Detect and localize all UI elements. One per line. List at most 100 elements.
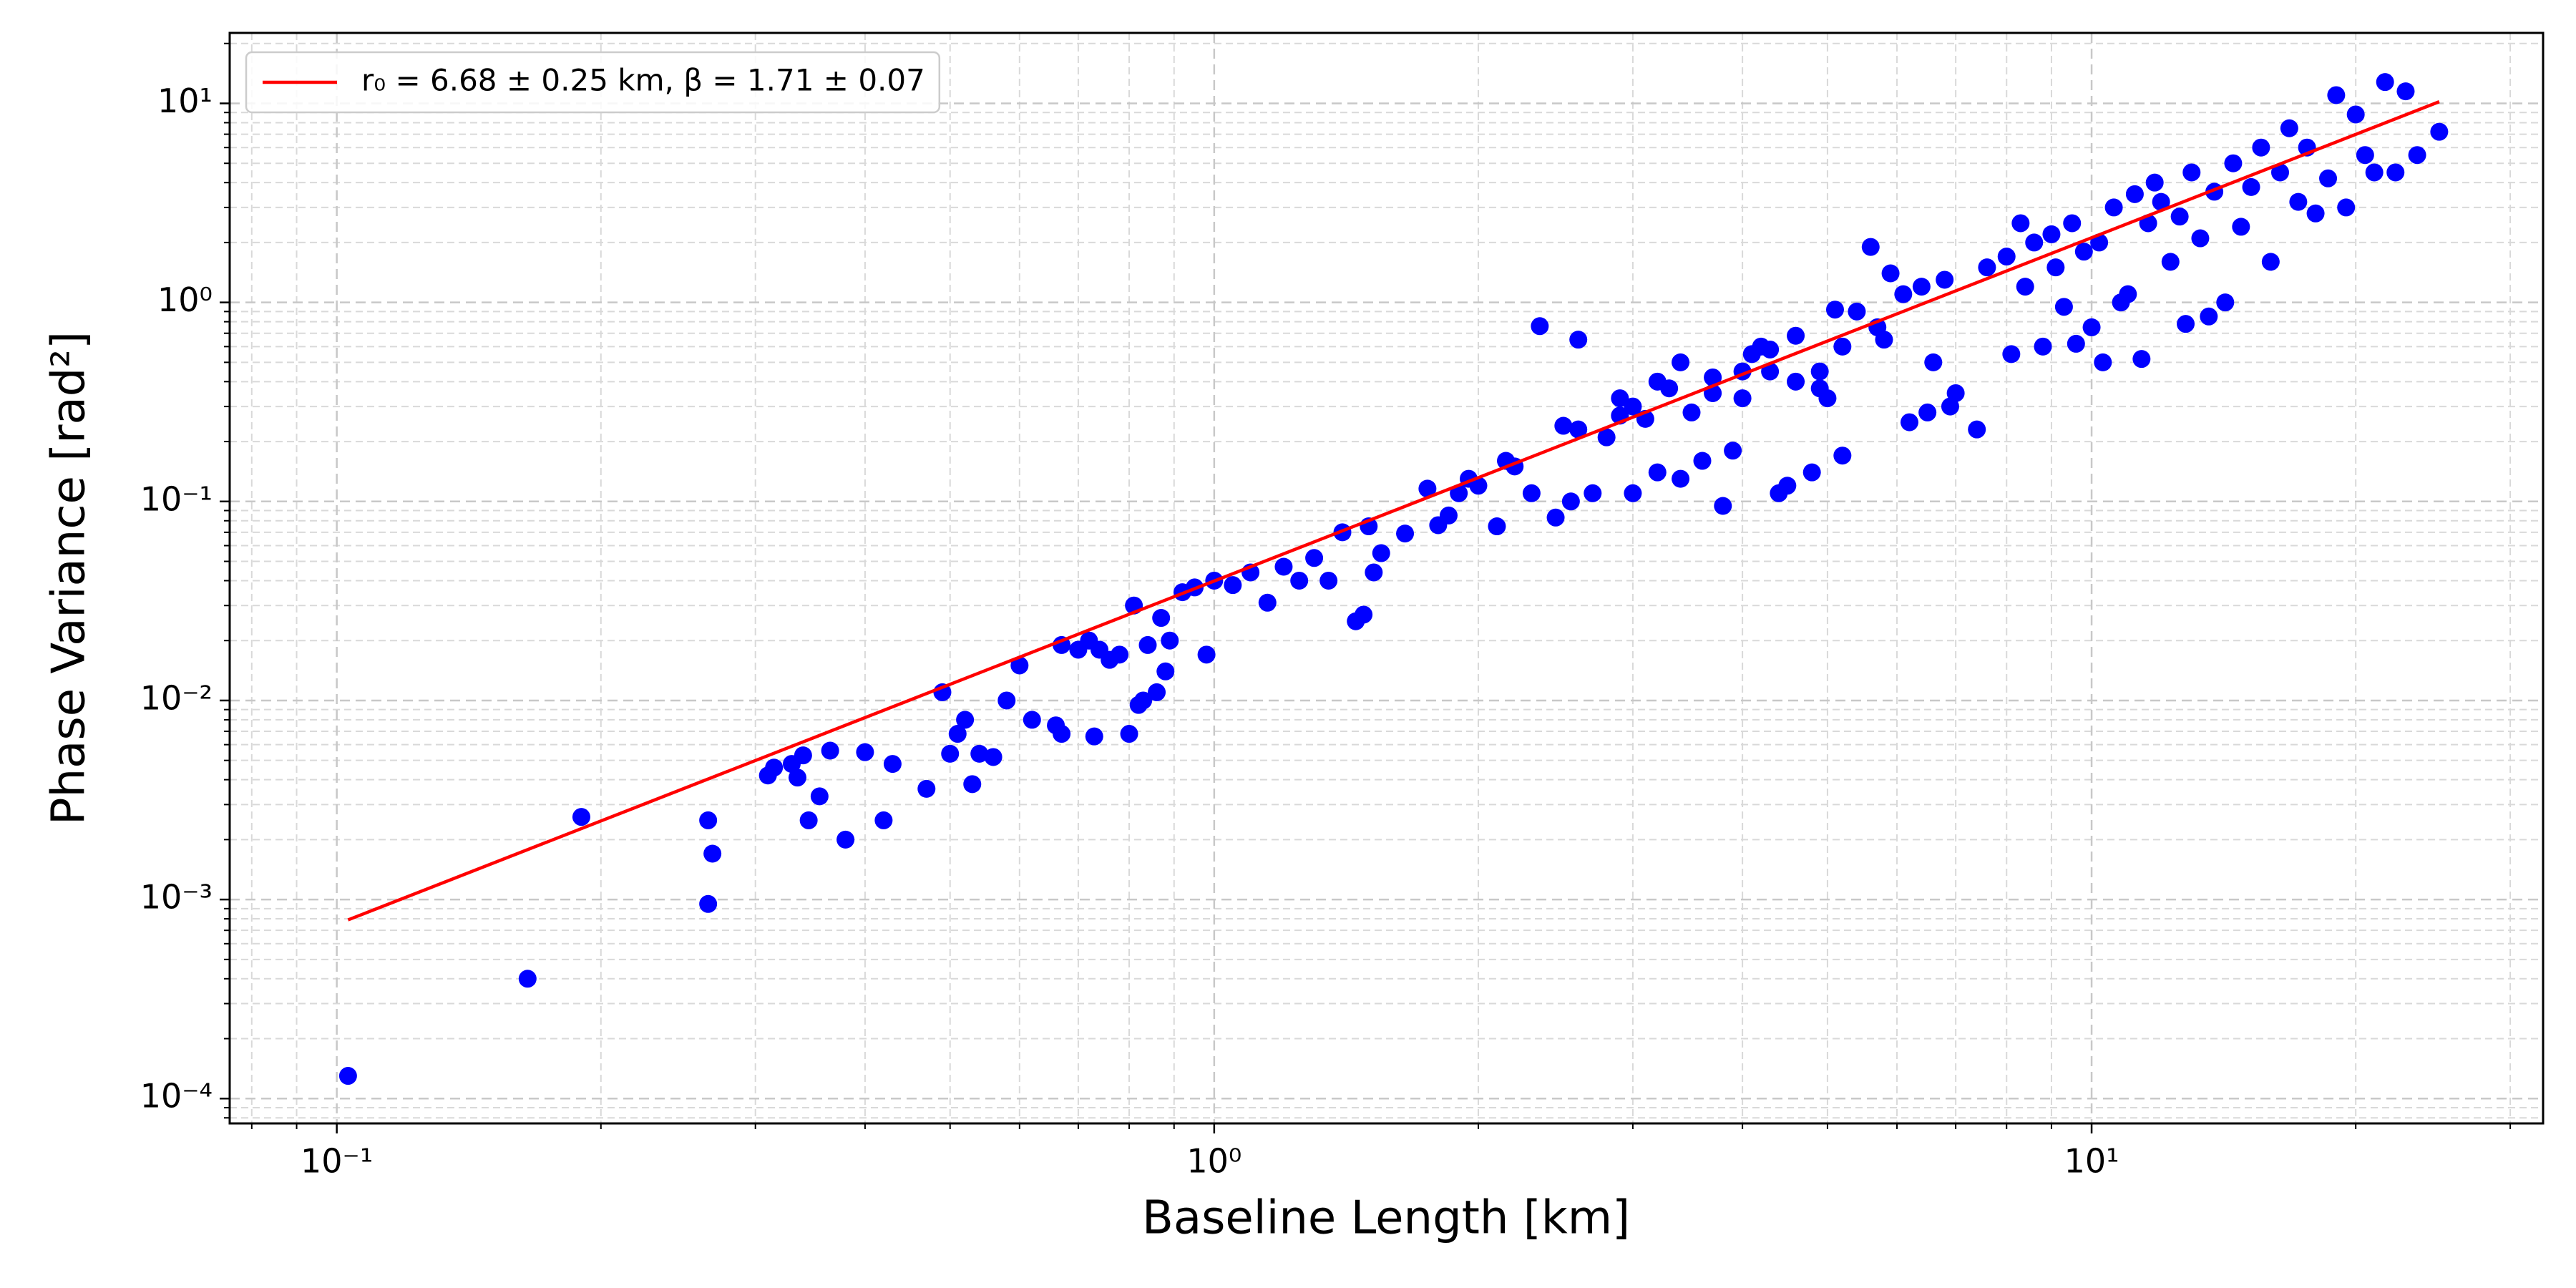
point [1418,479,1437,498]
point [2025,233,2044,252]
point [1156,662,1175,680]
point [2042,225,2061,243]
y-tick-label: 10¹ [157,82,213,120]
x-tick-label: 10⁰ [1186,1142,1241,1181]
point [1134,691,1153,710]
point [2376,73,2394,92]
point [2094,353,2112,371]
point [1912,278,1931,296]
point [1290,571,1309,590]
point [1224,576,1242,595]
y-tick-label: 10⁻³ [140,878,213,917]
point [1714,497,1732,515]
point [1881,264,1900,283]
point [2067,334,2085,353]
y-tick-label: 10⁻² [140,678,213,717]
point [1624,397,1642,416]
point [1161,631,1179,650]
point [703,844,722,863]
point [1372,544,1390,562]
point [2046,258,2065,277]
point [2063,214,2082,233]
point [1085,727,1103,746]
point [1946,384,1965,402]
point [2232,218,2250,236]
point [699,894,718,913]
point [1918,403,1937,421]
point [699,811,718,829]
point [2216,293,2235,312]
point [2224,154,2243,172]
point [1660,379,1679,398]
point [963,775,982,794]
point [1704,368,1722,386]
point [2191,229,2210,248]
point [2104,198,2123,217]
point [1152,609,1171,628]
point [2125,185,2144,203]
point [1584,484,1602,502]
point [2074,243,2093,261]
point [2054,298,2073,316]
point [1597,428,1616,447]
fit-line [347,100,2440,922]
point [794,746,812,765]
x-tick-label: 10⁻¹ [301,1142,373,1181]
point [1522,484,1541,502]
point [2182,163,2201,182]
point [2396,82,2415,101]
point [1023,711,1041,729]
point [2337,198,2356,217]
point [1010,656,1029,675]
point [970,744,989,763]
point [1355,605,1373,624]
point [1833,337,1852,356]
point [1802,463,1821,482]
point [1787,372,1805,391]
point [2152,192,2170,211]
point [956,711,975,729]
point [1611,389,1629,408]
point [2271,163,2290,182]
y-axis-label: Phase Variance [rad²] [43,331,96,825]
point [1724,441,1742,460]
y-tick-label: 10⁻¹ [140,479,213,518]
point [1978,258,1996,277]
point [518,970,537,988]
point [917,779,936,798]
point [1672,353,1690,371]
point [1900,413,1918,431]
point [984,748,1002,766]
point [2002,345,2021,364]
point [856,743,874,761]
point [2386,163,2405,182]
point [1488,517,1506,536]
point [1148,683,1166,701]
point [2242,177,2260,196]
legend-box [245,51,941,114]
point [1968,420,1986,439]
point [2170,208,2189,226]
point [874,811,893,829]
point [2177,315,2195,333]
point [1936,270,1954,289]
point [2280,119,2298,137]
point [1305,549,1324,567]
point [1319,571,1338,590]
point [2430,122,2449,141]
point [572,808,590,826]
point [1682,403,1701,421]
point [1787,326,1805,345]
point [2365,163,2384,182]
point [1624,484,1642,502]
point [1111,645,1129,664]
point [997,691,1016,710]
point [1648,463,1667,482]
point [2145,173,2164,192]
point [1875,331,1893,349]
point [799,811,818,829]
point [1848,302,1866,321]
point [338,1067,357,1085]
point [2346,105,2365,124]
